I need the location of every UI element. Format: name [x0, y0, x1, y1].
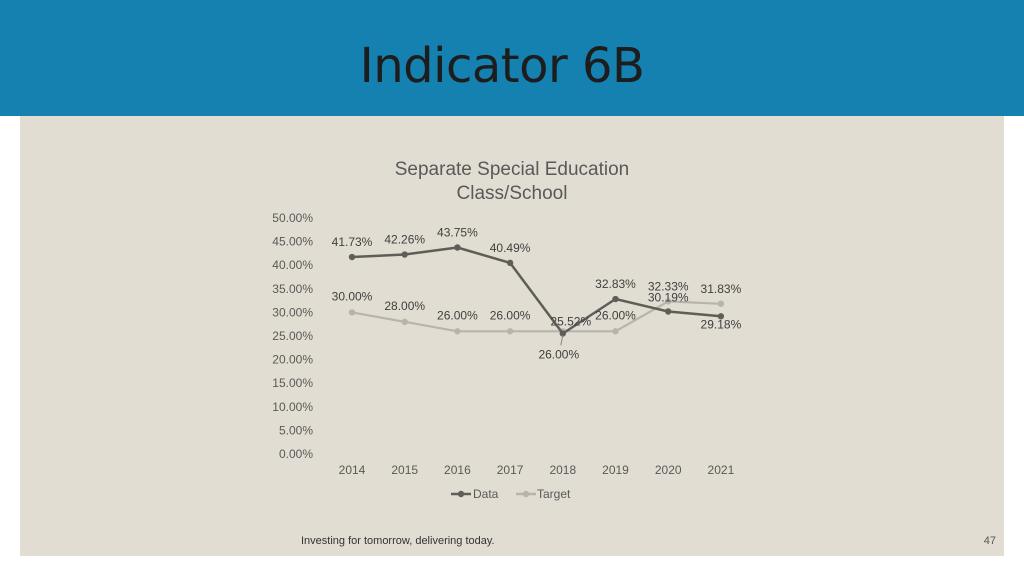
x-tick-label: 2016: [444, 463, 471, 477]
legend: Data Target: [451, 487, 571, 501]
data-label-data: 29.18%: [701, 317, 742, 331]
data-point-target: [717, 300, 725, 307]
x-tick-label: 2015: [391, 463, 418, 477]
slide-title: Indicator 6B: [359, 38, 645, 94]
y-tick-label: 35.00%: [272, 282, 313, 296]
header-band: [0, 0, 1024, 116]
page-number: 47: [983, 535, 996, 547]
x-tick-label: 2017: [497, 463, 524, 477]
data-label-target: 31.83%: [701, 282, 742, 296]
data-point-data: [665, 308, 672, 315]
data-label-data: 41.73%: [332, 235, 373, 249]
data-point-target: [348, 309, 356, 316]
y-tick-label: 40.00%: [272, 258, 313, 272]
legend-label-data: Data: [473, 487, 499, 501]
label-leader-line: [560, 335, 564, 346]
data-label-data: 42.26%: [384, 233, 425, 247]
data-label-data: 43.75%: [437, 226, 478, 240]
legend-marker-data: [457, 490, 465, 498]
x-tick-label: 2021: [708, 463, 735, 477]
data-point-target: [454, 328, 461, 335]
chart-title-line-2: Class/School: [457, 183, 568, 204]
data-point-target: [401, 318, 408, 326]
data-label-data: 40.49%: [490, 241, 531, 255]
content-panel: [20, 116, 1004, 556]
y-tick-label: 10.00%: [272, 400, 313, 414]
data-label-target: 26.00%: [490, 308, 531, 322]
x-tick-label: 2014: [339, 463, 366, 477]
data-label-target: 30.00%: [332, 289, 373, 303]
x-tick-label: 2019: [602, 463, 629, 477]
data-point-data: [612, 295, 619, 303]
y-tick-label: 15.00%: [272, 376, 313, 390]
data-label-target: 26.00%: [437, 308, 478, 322]
data-label-data: 25.52%: [550, 315, 591, 329]
data-label-target: 26.00%: [538, 347, 579, 361]
data-label-target: 26.00%: [595, 308, 636, 322]
data-point-target: [665, 298, 672, 305]
data-point-data: [348, 253, 356, 261]
y-tick-label: 45.00%: [272, 235, 313, 249]
data-point-data: [559, 330, 566, 337]
footer-tagline: Investing for tomorrow, delivering today…: [301, 535, 495, 547]
y-tick-label: 50.00%: [272, 211, 313, 225]
series-line-data: [351, 246, 722, 335]
y-tick-label: 25.00%: [272, 329, 313, 343]
data-point-target: [612, 328, 619, 335]
y-tick-label: 30.00%: [272, 305, 313, 319]
chart-title-line-1: Separate Special Education: [395, 159, 630, 180]
series-line-target: [351, 300, 721, 333]
data-label-target: 32.33%: [648, 279, 689, 293]
y-axis: 0.00% 5.00% 10.00% 15.00% 20.00% 25.00% 30.00%…: [272, 211, 313, 461]
legend-label-target: Target: [537, 487, 571, 501]
x-tick-label: 2020: [655, 463, 682, 477]
data-labels: 41.73% 42.26% 43.75% 40.49% 25.52% 32.83% 30.1…: [332, 226, 742, 362]
data-point-data: [506, 259, 514, 267]
data-point-target: [506, 328, 514, 335]
data-point-data: [401, 251, 408, 258]
data-label-data: 32.83%: [595, 277, 636, 291]
data-label-data: 30.19%: [648, 291, 689, 305]
x-axis: 2014 2015 2016 2017 2018 2019 2020 2021: [339, 463, 735, 477]
y-tick-label: 5.00%: [279, 423, 313, 437]
y-tick-label: 0.00%: [279, 447, 313, 461]
series-layer: [348, 244, 725, 337]
data-point-data: [454, 244, 461, 251]
y-tick-label: 20.00%: [272, 353, 313, 367]
x-tick-label: 2018: [549, 463, 576, 477]
data-point-data: [717, 313, 725, 320]
data-label-target: 28.00%: [384, 299, 425, 313]
legend-marker-target: [522, 490, 530, 498]
